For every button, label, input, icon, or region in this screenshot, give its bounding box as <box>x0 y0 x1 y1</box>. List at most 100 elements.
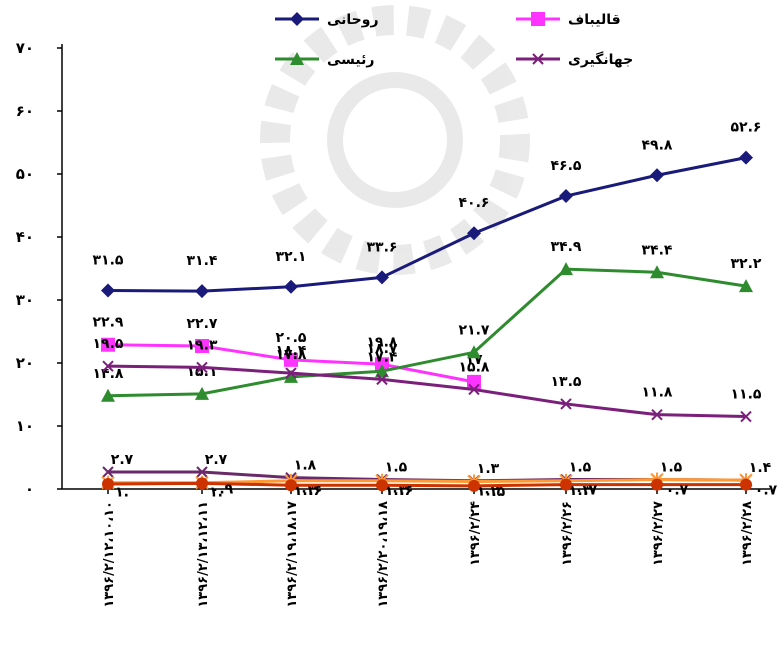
data-point <box>284 369 298 383</box>
series-group: ۳۱.۵ ۳۱.۴ ۳۲.۱ ۳۳.۶ ۴۰.۶ ۴۶.۵ ۴۹.۸ ۵۲.۶ ۲۲.۹ ۲۲.۷… <box>93 120 778 501</box>
series-line <box>107 364 747 419</box>
series-4: ۱۹.۵ ۱۹.۳ ۱۸.۴ ۱۷.۴ ۱۵.۸ ۱۳.۵ ۱۱.۸ ۱۱.۵ <box>93 336 762 423</box>
data-point <box>102 466 114 478</box>
data-label: ۰.۵ <box>483 484 506 500</box>
data-label: ۱.۵ <box>569 460 592 476</box>
data-point <box>376 479 388 492</box>
data-label: ۳۲.۱ <box>276 249 307 265</box>
data-point <box>560 478 572 491</box>
data-point <box>285 479 297 492</box>
data-label: ۱.۳ <box>294 483 317 499</box>
data-point <box>739 150 753 165</box>
legend-item: روحانی <box>275 12 379 28</box>
data-point <box>467 374 481 389</box>
watermark-logo <box>260 5 530 275</box>
data-label: ۲۱.۷ <box>459 322 490 338</box>
data-label: ۱۹.۵ <box>93 336 124 352</box>
legend-marker <box>531 12 545 26</box>
data-label: ۲.۷ <box>111 452 134 468</box>
y-tick-label: ۱۰ <box>16 417 34 435</box>
series-line <box>107 481 746 488</box>
data-label: ۵۲.۶ <box>731 120 762 136</box>
x-tick-label: ۱۳۹۶/۲/۱۳،۱۲،۱۱ <box>196 501 211 608</box>
data-label: ۱۳.۵ <box>551 374 582 390</box>
legend-label: رئیسی <box>327 52 374 68</box>
legend-item: رئیسی <box>275 52 374 68</box>
data-label: ۳۲.۲ <box>731 256 762 272</box>
x-axis-ticks: ۱۳۹۶/۲/۱۲،۱۰،۱۰ ۱۳۹۶/۲/۱۳،۱۲،۱۱ ۱۳۹۶/۲/۱۹،… <box>102 489 755 608</box>
data-label: ۱۱.۵ <box>731 387 762 403</box>
data-label: ۱.۴ <box>749 460 772 476</box>
data-label: ۳۱.۵ <box>93 253 124 269</box>
data-label: ۲۲.۹ <box>93 315 124 331</box>
legend-item: جهانگیری <box>516 51 633 68</box>
data-label: ۰.۶ <box>391 483 413 499</box>
data-point <box>284 352 298 367</box>
data-point <box>195 338 209 353</box>
series-1: ۳۱.۵ ۳۱.۴ ۳۲.۱ ۳۳.۶ ۴۰.۶ ۴۶.۵ ۴۹.۸ ۵۲.۶ <box>93 120 762 299</box>
data-label: ۱۱.۸ <box>642 385 673 401</box>
series-line <box>107 267 747 398</box>
series-2: ۲۲.۹ ۲۲.۷۲۰.۵ ۱۹.۸۱۷ <box>93 315 483 389</box>
data-label: ۱۹.۸ <box>367 334 398 350</box>
y-tick-label: ۵۰ <box>16 165 34 183</box>
data-point <box>650 168 664 183</box>
data-point <box>559 189 573 204</box>
data-label: ۴۹.۸ <box>642 137 673 153</box>
data-point <box>195 284 209 299</box>
x-tick-label: ۱۳۹۶/۲/۲۶ <box>560 501 575 566</box>
data-label: ۱۷.۴ <box>367 349 398 365</box>
data-label: ۱.۳ <box>569 483 592 499</box>
legend-item: قالیباف <box>516 12 621 28</box>
data-point <box>102 477 114 490</box>
data-label: ۰.۶ <box>300 483 322 499</box>
data-point <box>739 279 753 293</box>
data-point <box>196 477 208 490</box>
data-label: ۱۷.۸ <box>276 347 307 363</box>
y-axis-ticks: ۰ ۱۰ ۲۰ ۳۰ ۴۰ ۵۰ ۶۰ ۷۰ <box>16 39 62 498</box>
data-point <box>740 410 752 423</box>
data-label: ۱.۲ <box>477 483 500 499</box>
y-tick-label: ۶۰ <box>16 102 34 120</box>
data-label: ۴۶.۵ <box>551 158 582 174</box>
legend-marker <box>532 53 544 65</box>
data-point <box>196 361 208 374</box>
data-point <box>284 279 298 294</box>
data-point <box>740 478 752 491</box>
data-label: ۲.۷ <box>205 452 228 468</box>
data-point <box>195 386 209 400</box>
data-point <box>560 398 572 410</box>
axes <box>61 44 770 490</box>
x-tick-label: ۱۳۹۶/۲/۲۷ <box>651 501 666 566</box>
data-point <box>375 270 389 285</box>
data-label: ۱.۵ <box>660 460 683 476</box>
data-point <box>467 345 481 359</box>
data-point <box>468 383 480 396</box>
data-point <box>285 367 297 379</box>
data-point <box>375 364 389 378</box>
data-label: ۰.۷ <box>575 483 598 499</box>
data-point <box>196 466 208 478</box>
x-tick-label: ۱۳۹۶/۲/۲۸ <box>740 501 755 566</box>
legend: روحانی قالیباف رئیسی جهانگیری <box>275 12 633 68</box>
series-3: ۱۴.۸ ۱۵.۱۱۷.۸ ۱۸.۷۲۱.۷۳۴.۹ ۳۴.۴۳۲.۲ <box>93 239 762 402</box>
data-point <box>101 337 115 352</box>
y-tick-label: ۴۰ <box>16 228 34 246</box>
y-tick-label: ۲۰ <box>16 354 34 372</box>
data-label: ۰.۹ <box>211 481 234 497</box>
series-line <box>107 156 747 293</box>
data-point <box>468 479 480 492</box>
data-label: ۲۲.۷ <box>187 316 218 332</box>
data-point <box>101 388 115 402</box>
data-label: ۳۴.۹ <box>551 239 582 255</box>
data-label: ۰.۷ <box>755 483 778 499</box>
legend-marker <box>290 52 304 65</box>
data-point <box>376 373 388 386</box>
data-label: ۱۴.۸ <box>93 366 124 382</box>
data-label: ۳۱.۴ <box>187 253 218 269</box>
data-label: ۱۹.۳ <box>187 337 218 353</box>
data-point <box>101 283 115 298</box>
data-label: ۱۵.۸ <box>459 359 490 375</box>
legend-label: قالیباف <box>568 12 621 28</box>
